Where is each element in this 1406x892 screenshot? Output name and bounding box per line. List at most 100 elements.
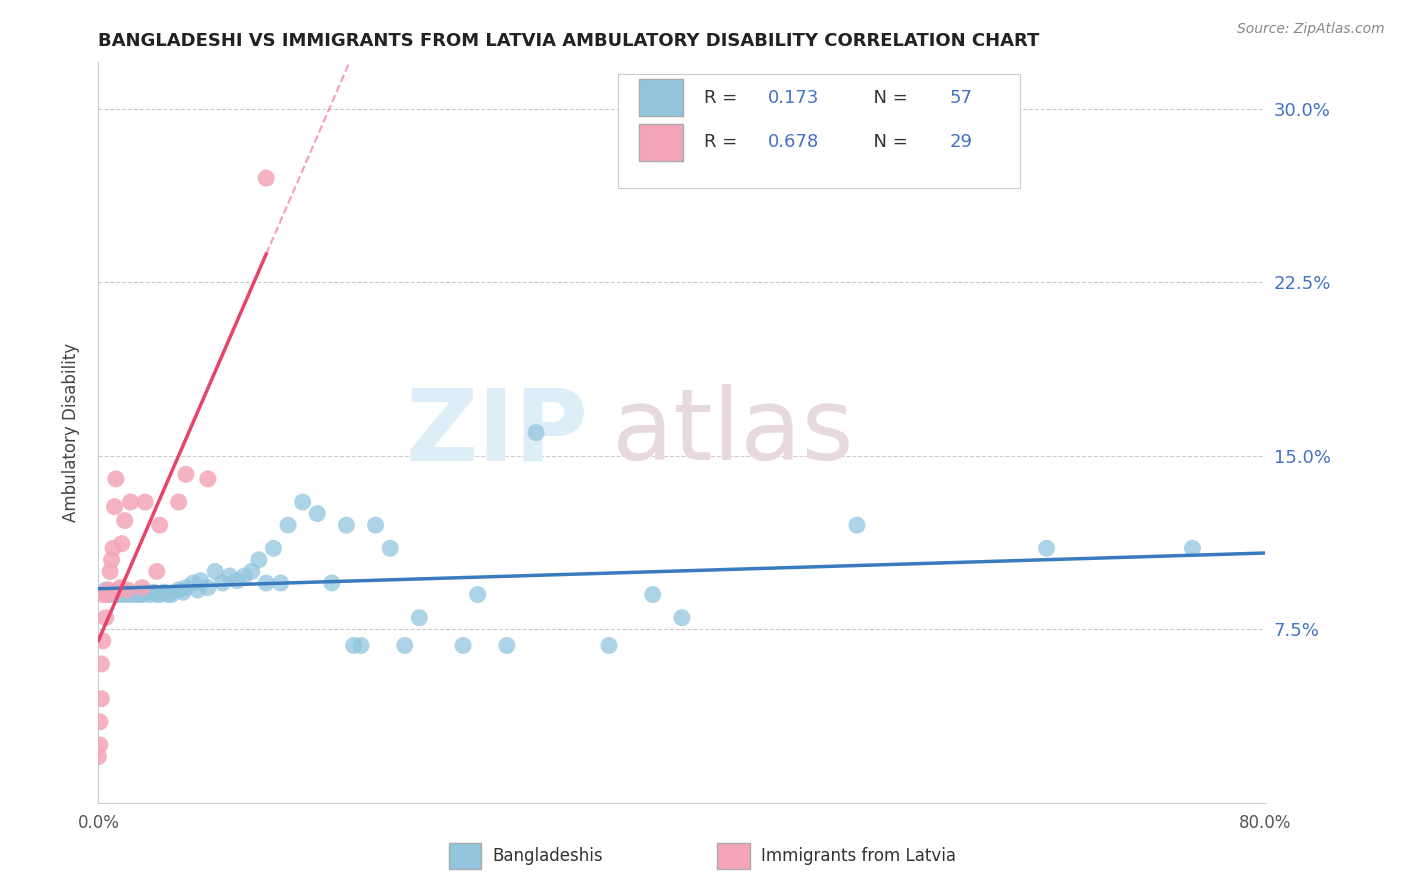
Point: [218, 569, 240, 583]
Point: [104, 472, 127, 486]
Point: [89, 714, 111, 729]
Text: atlas: atlas: [612, 384, 853, 481]
Point: [120, 495, 142, 509]
Point: [90, 657, 112, 671]
Point: [291, 495, 314, 509]
Point: [380, 541, 402, 556]
Point: [846, 518, 869, 533]
Point: [174, 581, 197, 595]
Point: [114, 514, 136, 528]
Point: [100, 553, 122, 567]
Point: [94, 610, 117, 624]
Point: [350, 639, 373, 653]
Point: [101, 541, 124, 556]
Y-axis label: Ambulatory Disability: Ambulatory Disability: [62, 343, 80, 522]
Point: [110, 581, 132, 595]
Point: [90, 691, 112, 706]
Text: 0.173: 0.173: [768, 89, 820, 107]
Point: [120, 588, 142, 602]
Point: [394, 639, 416, 653]
Point: [117, 582, 139, 597]
Point: [128, 588, 150, 602]
FancyBboxPatch shape: [638, 79, 683, 117]
Point: [197, 472, 219, 486]
Point: [97, 582, 120, 597]
Point: [98, 588, 121, 602]
Point: [149, 588, 172, 602]
Point: [103, 500, 125, 514]
Text: ZIP: ZIP: [406, 384, 589, 481]
Point: [190, 574, 212, 588]
Point: [187, 582, 209, 597]
Point: [111, 536, 134, 550]
Point: [94, 582, 117, 597]
Point: [247, 553, 270, 567]
Point: [174, 467, 197, 482]
Point: [226, 574, 249, 588]
Point: [307, 507, 329, 521]
Point: [146, 588, 169, 602]
Text: 0.678: 0.678: [768, 134, 820, 152]
Point: [160, 588, 183, 602]
Point: [91, 633, 114, 648]
Point: [321, 576, 343, 591]
Point: [408, 610, 430, 624]
Point: [167, 495, 190, 509]
FancyBboxPatch shape: [617, 73, 1021, 188]
Text: Source: ZipAtlas.com: Source: ZipAtlas.com: [1237, 22, 1385, 37]
Point: [104, 588, 127, 602]
Point: [101, 585, 124, 599]
Point: [96, 588, 118, 602]
Point: [134, 495, 156, 509]
Point: [89, 738, 111, 752]
Point: [204, 565, 226, 579]
FancyBboxPatch shape: [638, 124, 683, 161]
Text: R =: R =: [704, 89, 744, 107]
Point: [1035, 541, 1057, 556]
Point: [157, 588, 180, 602]
Point: [142, 585, 165, 599]
Point: [138, 588, 160, 602]
Point: [451, 639, 474, 653]
Text: R =: R =: [704, 134, 744, 152]
Point: [131, 588, 153, 602]
Point: [277, 518, 299, 533]
Point: [108, 582, 131, 597]
Point: [98, 565, 121, 579]
Point: [1181, 541, 1204, 556]
Point: [262, 541, 284, 556]
Point: [149, 518, 172, 533]
Text: BANGLADESHI VS IMMIGRANTS FROM LATVIA AMBULATORY DISABILITY CORRELATION CHART: BANGLADESHI VS IMMIGRANTS FROM LATVIA AM…: [98, 32, 1040, 50]
Point: [524, 425, 547, 440]
Point: [134, 585, 156, 599]
Point: [110, 588, 132, 602]
Point: [270, 576, 292, 591]
Point: [671, 610, 693, 624]
Point: [598, 639, 620, 653]
Point: [641, 588, 664, 602]
Point: [91, 588, 114, 602]
Text: Bangladeshis: Bangladeshis: [494, 847, 603, 865]
Point: [117, 585, 139, 599]
Point: [114, 588, 136, 602]
Point: [254, 576, 277, 591]
Text: 29: 29: [949, 134, 972, 152]
Point: [131, 581, 153, 595]
Point: [240, 565, 263, 579]
FancyBboxPatch shape: [717, 843, 749, 870]
Point: [172, 585, 194, 599]
Point: [153, 585, 176, 599]
Text: N =: N =: [862, 89, 912, 107]
Point: [233, 569, 256, 583]
Point: [167, 582, 190, 597]
Point: [467, 588, 489, 602]
Point: [124, 588, 146, 602]
Text: 57: 57: [949, 89, 972, 107]
Point: [211, 576, 233, 591]
Point: [364, 518, 387, 533]
Point: [181, 576, 204, 591]
Text: N =: N =: [862, 134, 912, 152]
Point: [87, 749, 110, 764]
Text: Immigrants from Latvia: Immigrants from Latvia: [761, 847, 956, 865]
Point: [197, 581, 219, 595]
